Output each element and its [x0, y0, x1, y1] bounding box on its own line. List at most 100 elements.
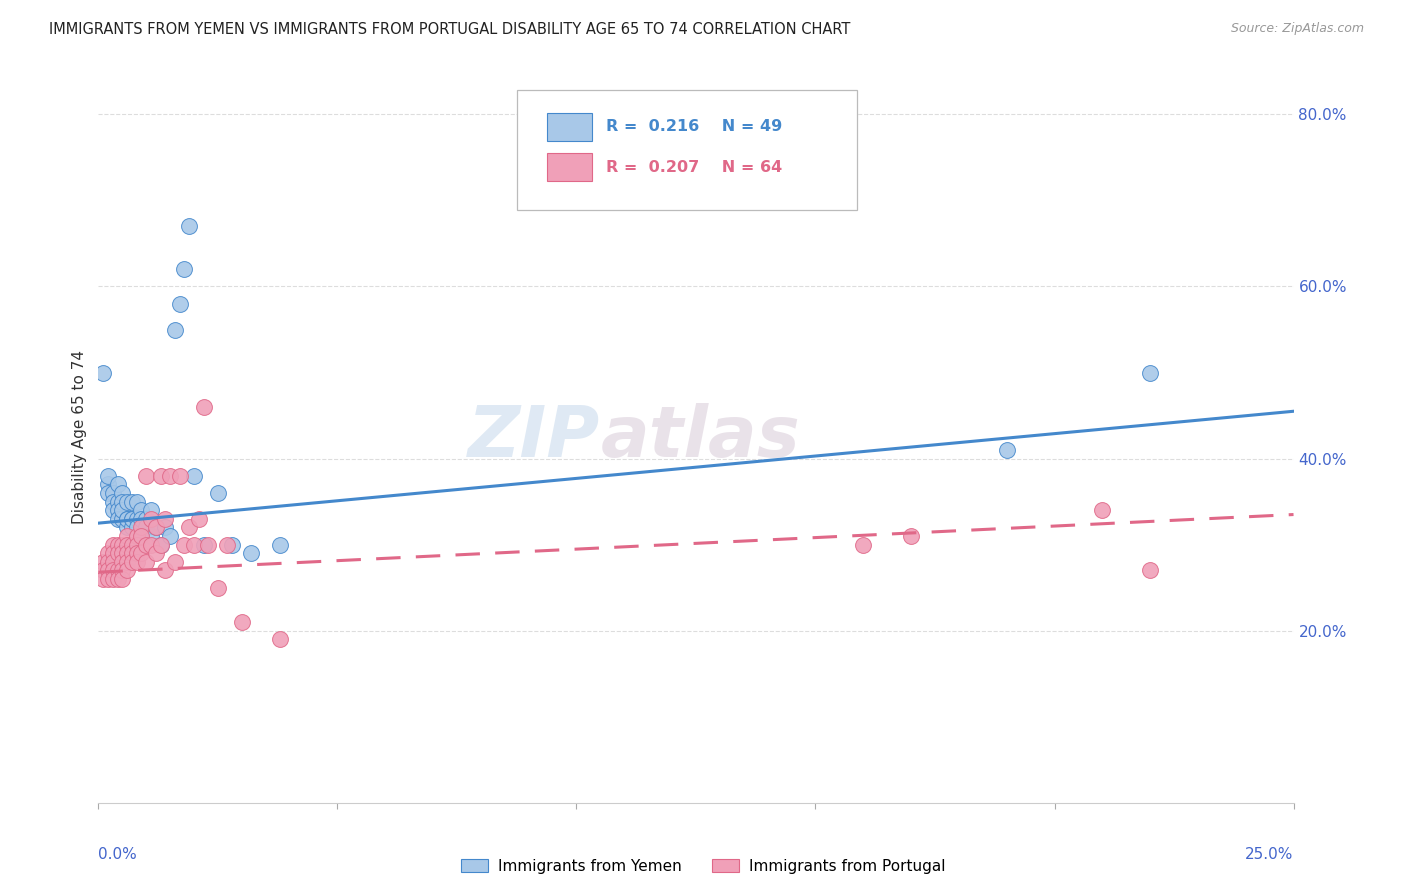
- Point: [131, 512, 153, 526]
- FancyBboxPatch shape: [547, 153, 592, 181]
- Point: [125, 512, 148, 526]
- Text: R =  0.207    N = 64: R = 0.207 N = 64: [606, 160, 783, 175]
- Point: [111, 572, 134, 586]
- Point: [145, 546, 167, 560]
- Point: [97, 572, 120, 586]
- Text: R =  0.216    N = 49: R = 0.216 N = 49: [606, 120, 783, 135]
- Point: [155, 512, 177, 526]
- Point: [179, 219, 201, 234]
- Point: [111, 494, 134, 508]
- Point: [97, 486, 120, 500]
- Text: 25.0%: 25.0%: [1246, 847, 1294, 862]
- Point: [131, 546, 153, 560]
- Point: [145, 520, 167, 534]
- Text: atlas: atlas: [600, 402, 800, 472]
- Point: [125, 546, 148, 560]
- Point: [115, 546, 138, 560]
- Point: [115, 512, 138, 526]
- Point: [139, 538, 162, 552]
- Point: [173, 262, 195, 277]
- FancyBboxPatch shape: [517, 90, 858, 211]
- Point: [159, 529, 181, 543]
- Point: [135, 512, 157, 526]
- Point: [155, 564, 177, 578]
- Point: [121, 520, 143, 534]
- Point: [91, 564, 114, 578]
- Point: [169, 296, 191, 310]
- Point: [101, 486, 124, 500]
- Point: [139, 529, 162, 543]
- Point: [115, 538, 138, 552]
- Text: Source: ZipAtlas.com: Source: ZipAtlas.com: [1230, 22, 1364, 36]
- Point: [193, 538, 215, 552]
- Y-axis label: Disability Age 65 to 74: Disability Age 65 to 74: [72, 350, 87, 524]
- Text: 0.0%: 0.0%: [98, 847, 138, 862]
- Point: [97, 477, 120, 491]
- Point: [107, 477, 129, 491]
- Point: [149, 468, 172, 483]
- Point: [183, 538, 205, 552]
- Point: [149, 538, 172, 552]
- Point: [135, 520, 157, 534]
- Point: [101, 564, 124, 578]
- Point: [97, 564, 120, 578]
- Point: [115, 494, 138, 508]
- Point: [125, 538, 148, 552]
- Point: [1139, 564, 1161, 578]
- Point: [187, 512, 209, 526]
- Point: [115, 529, 138, 543]
- Point: [121, 555, 143, 569]
- Point: [183, 468, 205, 483]
- Point: [1139, 366, 1161, 380]
- Point: [101, 555, 124, 569]
- Point: [107, 572, 129, 586]
- Point: [995, 442, 1018, 457]
- Point: [169, 468, 191, 483]
- Point: [125, 494, 148, 508]
- Point: [97, 468, 120, 483]
- Point: [91, 555, 114, 569]
- Point: [131, 503, 153, 517]
- Point: [91, 572, 114, 586]
- Point: [131, 520, 153, 534]
- Point: [111, 512, 134, 526]
- Point: [269, 538, 291, 552]
- Legend: Immigrants from Yemen, Immigrants from Portugal: Immigrants from Yemen, Immigrants from P…: [454, 853, 952, 880]
- Point: [197, 538, 219, 552]
- Point: [139, 503, 162, 517]
- Point: [207, 486, 229, 500]
- Point: [107, 538, 129, 552]
- Point: [269, 632, 291, 647]
- Point: [1091, 503, 1114, 517]
- Point: [111, 564, 134, 578]
- Point: [97, 546, 120, 560]
- Point: [107, 564, 129, 578]
- Point: [107, 512, 129, 526]
- Point: [231, 615, 253, 629]
- Point: [217, 538, 239, 552]
- Point: [115, 512, 138, 526]
- Point: [101, 546, 124, 560]
- Point: [135, 538, 157, 552]
- Point: [139, 512, 162, 526]
- Point: [125, 555, 148, 569]
- Point: [111, 486, 134, 500]
- Point: [101, 572, 124, 586]
- Point: [111, 546, 134, 560]
- Point: [179, 520, 201, 534]
- Point: [131, 529, 153, 543]
- Text: ZIP: ZIP: [468, 402, 600, 472]
- FancyBboxPatch shape: [547, 113, 592, 141]
- Point: [121, 512, 143, 526]
- Point: [125, 520, 148, 534]
- Point: [101, 494, 124, 508]
- Point: [115, 520, 138, 534]
- Point: [115, 564, 138, 578]
- Point: [207, 581, 229, 595]
- Point: [163, 322, 186, 336]
- Point: [135, 468, 157, 483]
- Point: [111, 555, 134, 569]
- Point: [101, 538, 124, 552]
- Point: [107, 503, 129, 517]
- Text: IMMIGRANTS FROM YEMEN VS IMMIGRANTS FROM PORTUGAL DISABILITY AGE 65 TO 74 CORREL: IMMIGRANTS FROM YEMEN VS IMMIGRANTS FROM…: [49, 22, 851, 37]
